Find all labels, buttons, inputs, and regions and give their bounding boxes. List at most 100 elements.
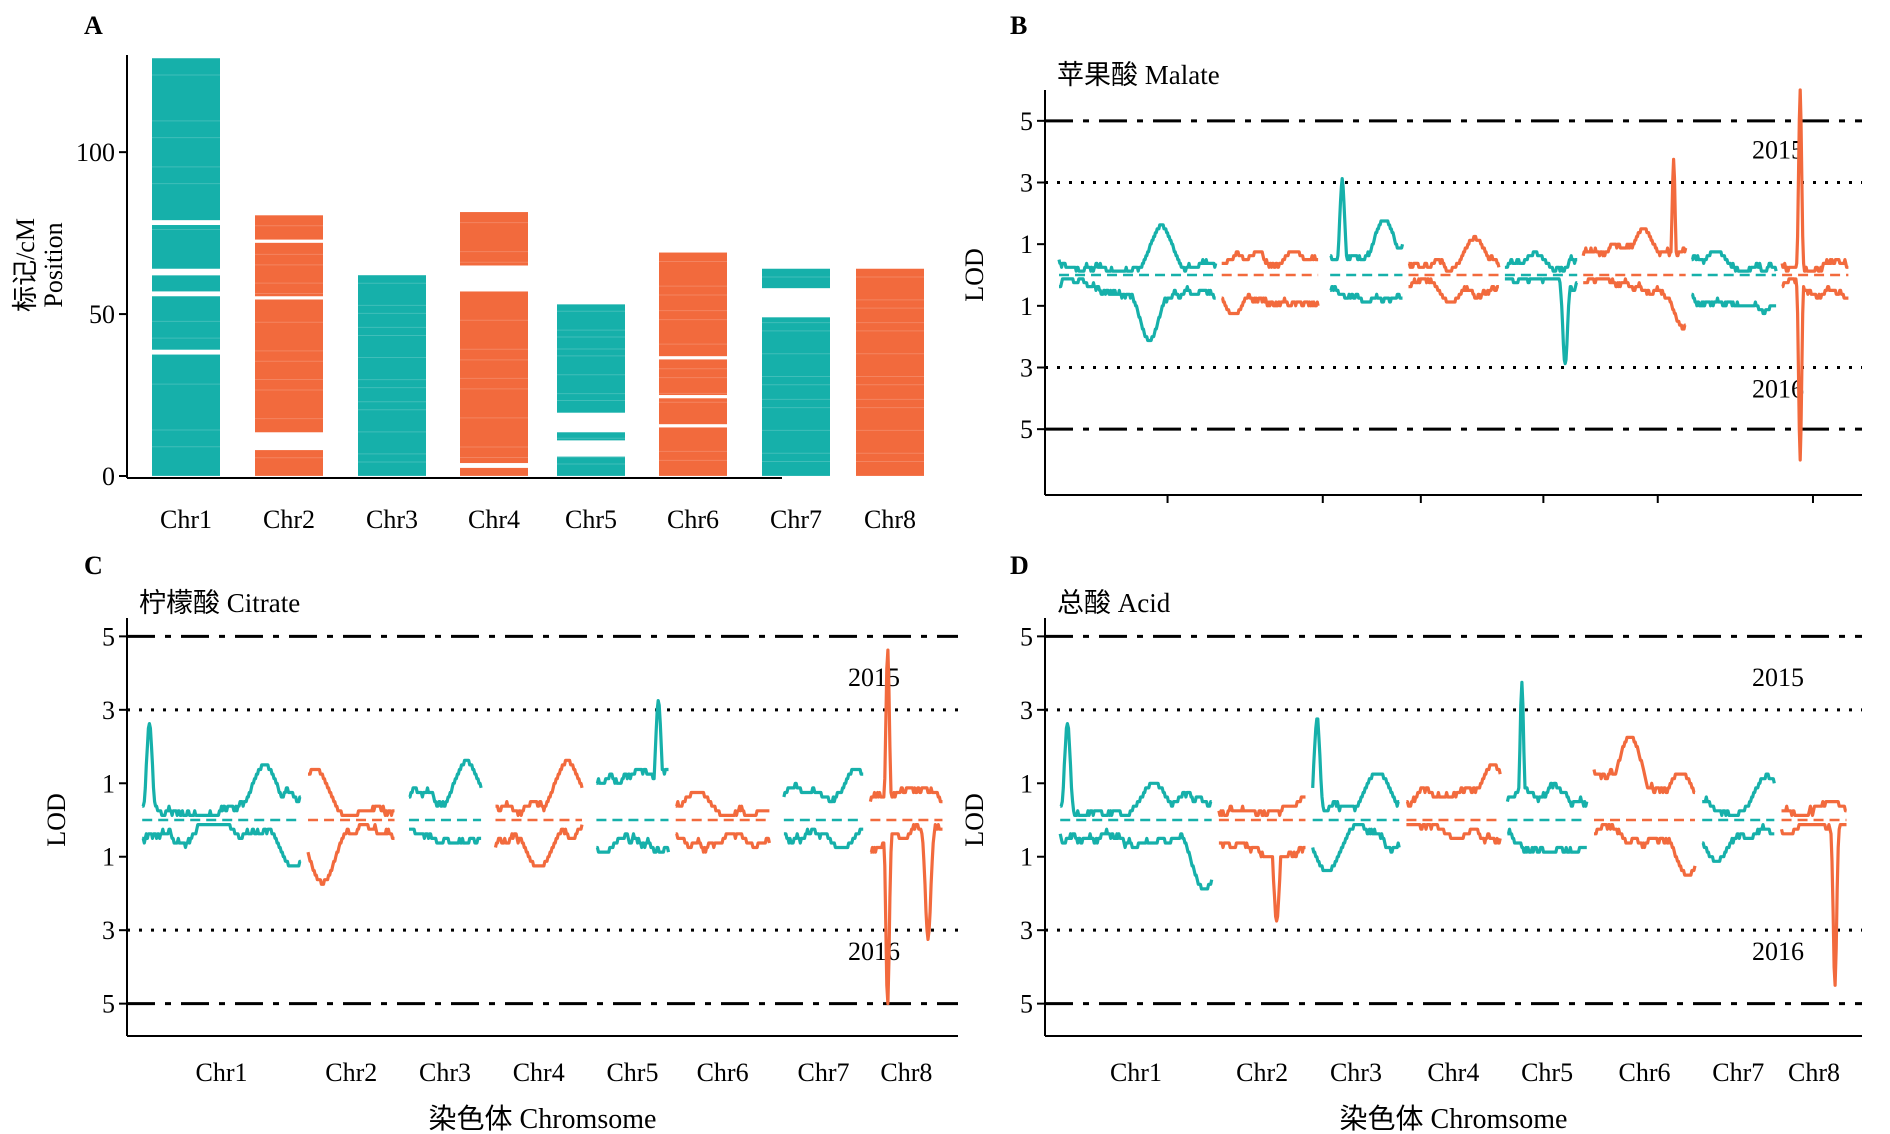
x-tick-label: Chr2 bbox=[325, 1058, 377, 1087]
marker-gap bbox=[151, 268, 221, 276]
lod-series-2015 bbox=[1311, 717, 1400, 813]
panel-a-marker-map: 0 50 100 标记/cM Position Chr1 Chr2 Chr3 Chr4 Chr5 C… bbox=[11, 55, 924, 534]
year-label-2015: 2015 bbox=[1752, 136, 1804, 165]
x-tick-label: Chr4 bbox=[1427, 1058, 1479, 1087]
x-axis-label: 染色体 Chromsome bbox=[1340, 1103, 1568, 1134]
y-tick-label: 1 bbox=[1020, 843, 1033, 872]
lod-series-2016 bbox=[1781, 277, 1850, 462]
lod-series-2015 bbox=[1407, 234, 1501, 273]
x-tick-label: Chr2 bbox=[1236, 1058, 1288, 1087]
lod-series-2016 bbox=[1691, 292, 1777, 316]
y-axis-label-cn: 标记/cM bbox=[11, 218, 40, 312]
x-tick-label: Chr5 bbox=[1521, 1058, 1573, 1087]
y-axis-label: LOD bbox=[42, 793, 71, 846]
lod-series-2015 bbox=[1221, 250, 1319, 269]
chromosome-bar bbox=[358, 275, 426, 476]
x-tick-label: Chr7 bbox=[798, 1058, 850, 1087]
marker-gap bbox=[254, 239, 324, 243]
y-tick-label: 50 bbox=[89, 300, 115, 329]
lod-series-2016 bbox=[1582, 277, 1687, 331]
lod-series-2016 bbox=[306, 823, 396, 886]
panel-d-acid-lod: 5 3 1 1 3 5 LOD 总酸 Acid 2015 2016 Chr1 Chr2 Chr3 Chr4… bbox=[960, 588, 1862, 1134]
y-tick-label: 5 bbox=[102, 622, 115, 651]
panel-c-citrate-lod: 5 3 1 1 3 5 LOD 柠檬酸 Citrate 2015 2016 Chr1 Chr2 Chr3… bbox=[42, 588, 958, 1134]
y-axis-label-en: Position bbox=[39, 222, 68, 307]
year-label-2015: 2015 bbox=[1752, 663, 1804, 692]
marker-gap bbox=[459, 463, 529, 468]
x-tick-label: Chr4 bbox=[468, 505, 520, 534]
marker-gap bbox=[556, 412, 626, 433]
lod-series-2016 bbox=[1218, 841, 1306, 923]
lod-series-2015 bbox=[1405, 763, 1502, 808]
chromosome-bar bbox=[659, 252, 727, 476]
panel-label-c: C bbox=[84, 551, 103, 580]
lod-series-2015 bbox=[408, 758, 483, 808]
marker-gap bbox=[658, 424, 728, 428]
lod-series-2015 bbox=[1057, 223, 1218, 273]
year-label-2016: 2016 bbox=[1752, 937, 1804, 966]
lod-series-2016 bbox=[141, 823, 302, 868]
x-tick-label: Chr1 bbox=[1110, 1058, 1162, 1087]
marker-gap bbox=[151, 349, 221, 355]
lod-series-2015 bbox=[1781, 800, 1847, 817]
lod-series-2015 bbox=[782, 767, 864, 804]
lod-series-2015 bbox=[1505, 680, 1589, 808]
lod-series-2016 bbox=[1407, 277, 1500, 304]
y-tick-label: 3 bbox=[1020, 169, 1033, 198]
marker-gap bbox=[254, 432, 324, 451]
x-tick-label: Chr6 bbox=[667, 505, 719, 534]
x-tick-label: Chr6 bbox=[1618, 1058, 1670, 1087]
panel-title: 苹果酸 Malate bbox=[1057, 60, 1220, 90]
lod-series-2016 bbox=[1593, 823, 1697, 877]
y-tick-label: 3 bbox=[1020, 916, 1033, 945]
lod-series-2016 bbox=[1058, 827, 1214, 891]
lod-series-2015 bbox=[1504, 250, 1578, 273]
y-tick-label: 5 bbox=[102, 990, 115, 1019]
y-tick-label: 5 bbox=[1020, 415, 1033, 444]
lod-series-2015 bbox=[1701, 772, 1776, 817]
y-tick-label: 1 bbox=[102, 769, 115, 798]
chromosome-bar bbox=[152, 58, 220, 476]
x-tick-label: Chr8 bbox=[880, 1058, 932, 1087]
panel-title: 总酸 Acid bbox=[1057, 588, 1171, 618]
y-tick-label: 1 bbox=[102, 843, 115, 872]
lod-series-2016 bbox=[1779, 823, 1847, 987]
lod-series-2016 bbox=[1405, 823, 1502, 845]
y-tick-label: 0 bbox=[102, 462, 115, 491]
lod-series-2016 bbox=[869, 823, 943, 1006]
lod-series-2016 bbox=[783, 827, 864, 850]
y-axis-label: LOD bbox=[960, 793, 989, 846]
lod-series-2016 bbox=[1504, 277, 1578, 366]
lod-series-2015 bbox=[1592, 735, 1696, 795]
lod-series-2016 bbox=[675, 832, 771, 854]
lod-series-2015 bbox=[1059, 722, 1213, 817]
chromosome-bar bbox=[856, 268, 924, 476]
year-label-2016: 2016 bbox=[848, 937, 900, 966]
lod-series-2016 bbox=[1221, 292, 1320, 316]
lod-series-2016 bbox=[408, 827, 482, 845]
y-tick-label: 5 bbox=[1020, 990, 1033, 1019]
panel-b-malate-lod: 5 3 1 1 3 5 LOD 苹果酸 Malate 2015 2016 bbox=[960, 60, 1862, 503]
y-tick-label: 5 bbox=[1020, 622, 1033, 651]
x-tick-label: Chr7 bbox=[1712, 1058, 1764, 1087]
x-tick-label: Chr5 bbox=[565, 505, 617, 534]
lod-series-2015 bbox=[868, 648, 943, 804]
panel-label-d: D bbox=[1010, 551, 1029, 580]
x-tick-label: Chr1 bbox=[196, 1058, 248, 1087]
panel-title: 柠檬酸 Citrate bbox=[139, 588, 300, 618]
lod-series-2015 bbox=[1780, 88, 1850, 273]
y-tick-label: 1 bbox=[1020, 769, 1033, 798]
x-tick-label: Chr5 bbox=[606, 1058, 658, 1087]
lod-series-2016 bbox=[1329, 285, 1404, 304]
lod-series-2015 bbox=[595, 699, 670, 785]
panel-label-b: B bbox=[1010, 11, 1027, 40]
lod-series-2016 bbox=[595, 832, 671, 854]
y-tick-label: 3 bbox=[102, 696, 115, 725]
lod-series-2016 bbox=[493, 824, 584, 868]
marker-gap bbox=[459, 265, 529, 292]
x-tick-label: Chr3 bbox=[419, 1058, 471, 1087]
y-tick-label: 3 bbox=[102, 916, 115, 945]
lod-series-2015 bbox=[1691, 250, 1778, 273]
lod-series-2015 bbox=[1329, 177, 1405, 262]
